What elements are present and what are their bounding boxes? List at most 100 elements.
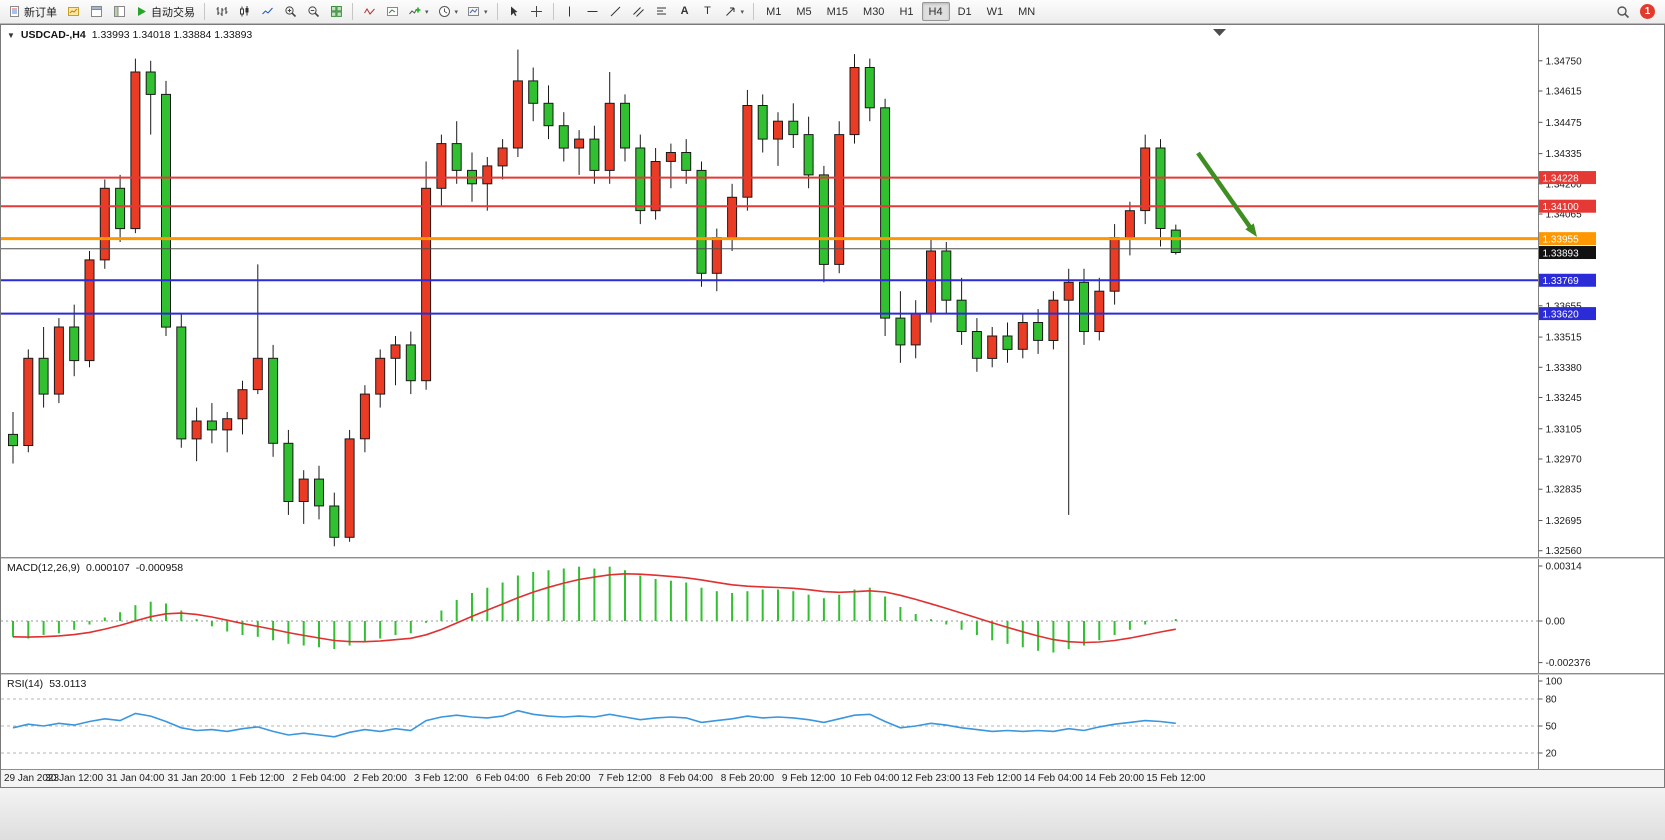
chart-symbol-period: USDCAD-,H4 [20,29,86,41]
macd-pane[interactable]: 0.00314 0.00 -0.002376 [1,559,1664,673]
price-tick-label: 1.32835 [1546,485,1583,496]
time-axis-label: 3 Feb 12:00 [414,773,469,784]
candle-down [558,125,569,149]
candle-down [115,187,126,230]
candle-down [38,357,49,395]
timeframe-button-m15[interactable]: M15 [820,2,855,21]
periods-button[interactable]: ▾ [434,2,463,22]
crosshair-button[interactable] [526,2,548,22]
candle-down [206,420,217,431]
candle-up [574,138,585,149]
new-order-button[interactable]: 新订单 [4,2,61,22]
rsi-tick-label: 50 [1546,722,1558,733]
candle-up [222,418,233,431]
candle-down [543,102,554,127]
candle-down [405,344,416,382]
templates-button[interactable]: ▾ [463,2,492,22]
chart-collapse-icon[interactable]: ▼ [7,30,15,40]
tile-windows-button[interactable] [325,2,347,22]
zoom-out-button[interactable] [302,2,324,22]
price-tick-label: 1.34200 [1546,179,1583,190]
time-axis-label: 31 Jan 04:00 [106,773,165,784]
macd-title: MACD(12,26,9) 0.000107 -0.000958 [7,562,183,574]
arrow-annotation-head [1245,223,1257,237]
candle-up [711,237,722,274]
candle-down [681,152,692,171]
text-button[interactable]: A [674,2,696,22]
candle-up [421,187,432,382]
autotrading-play-icon [138,7,146,16]
timeframe-button-w1[interactable]: W1 [980,2,1011,21]
candle-down [314,478,324,507]
add-indicator-button[interactable]: ▾ [404,2,433,22]
chart-window[interactable]: 1.34750 1.34615 1.34475 1.34335 1.34200 1.340… [0,24,1665,788]
rsi-pane[interactable]: 100 80 50 20 [1,675,1664,769]
toolbar-separator [352,3,353,20]
horizontal-line-button[interactable] [582,2,604,22]
candle-down [451,143,462,171]
time-axis-label: 8 Feb 20:00 [720,773,775,784]
label-button[interactable]: T [697,2,719,22]
price-tick-label: 1.33515 [1546,333,1583,344]
price-pane[interactable]: 1.34750 1.34615 1.34475 1.34335 1.34200 1.340… [1,25,1664,557]
candle-down [1002,335,1013,350]
timeframe-button-m1[interactable]: M1 [759,2,788,21]
navigator-button[interactable] [108,2,130,22]
vertical-line-button[interactable] [559,2,581,22]
time-axis-label: 10 Feb 04:00 [840,773,900,784]
candle-down [69,326,80,362]
timeframe-button-m5[interactable]: M5 [789,2,818,21]
cursor-button[interactable] [503,2,525,22]
time-axis-label: 6 Feb 20:00 [537,773,591,784]
candle-down [696,169,707,274]
zoom-in-button[interactable] [279,2,301,22]
timeframe-button-h4[interactable]: H4 [921,2,950,21]
timeframe-button-m30[interactable]: M30 [856,2,891,21]
channel-button[interactable] [628,2,650,22]
candlestick-chart-button[interactable] [233,2,255,22]
price-line-label: 1.34228 [1543,173,1580,184]
line-chart-icon [261,7,273,15]
time-axis-label: 15 Feb 12:00 [1146,773,1206,784]
indicator-windows-button[interactable] [381,2,403,22]
indicators-button[interactable] [358,2,380,22]
search-button[interactable] [1612,2,1634,22]
timeframe-button-h1[interactable]: H1 [892,2,920,21]
indicators-icon [363,8,375,15]
price-tick-label: 1.33245 [1546,393,1583,404]
rsi-tick-label: 100 [1546,677,1563,688]
trendline-button[interactable] [605,2,627,22]
price-tick-label: 1.33655 [1546,301,1583,312]
new-order-icon [10,6,19,17]
time-axis[interactable]: 29 Jan 2023 30 Jan 12:00 31 Jan 04:00 31 Ja… [1,769,1664,787]
status-strip [0,788,1665,840]
price-line-label: 1.33893 [1543,248,1580,259]
macd-tick-label: 0.00 [1546,617,1566,628]
fibonacci-button[interactable] [651,2,673,22]
new-chart-button[interactable] [62,2,84,22]
pane-divider[interactable] [1,673,1664,675]
market-watch-button[interactable] [85,2,107,22]
shapes-button[interactable]: ▾ [720,2,749,22]
pane-divider[interactable] [1,557,1664,559]
timeframe-button-d1[interactable]: D1 [951,2,979,21]
clock-icon [438,6,450,17]
toolbar-separator [204,3,205,20]
candle-up [1124,210,1135,238]
zoom-out-icon [307,6,319,18]
candle-up [987,335,998,359]
candle-up [742,105,753,198]
indicator-window-icon [386,7,398,16]
price-line-label: 1.34100 [1543,202,1580,213]
line-chart-button[interactable] [256,2,278,22]
price-tick-label: 1.32970 [1546,455,1583,466]
candle-up [237,389,248,420]
bar-chart-button[interactable] [210,2,232,22]
autotrading-button[interactable]: 自动交易 [131,2,199,22]
timeframe-button-mn[interactable]: MN [1011,2,1042,21]
notifications-badge[interactable]: 1 [1640,4,1655,19]
rsi-title: RSI(14) 53.0113 [7,678,86,690]
trendline-icon [610,6,621,17]
candle-up [375,357,386,395]
